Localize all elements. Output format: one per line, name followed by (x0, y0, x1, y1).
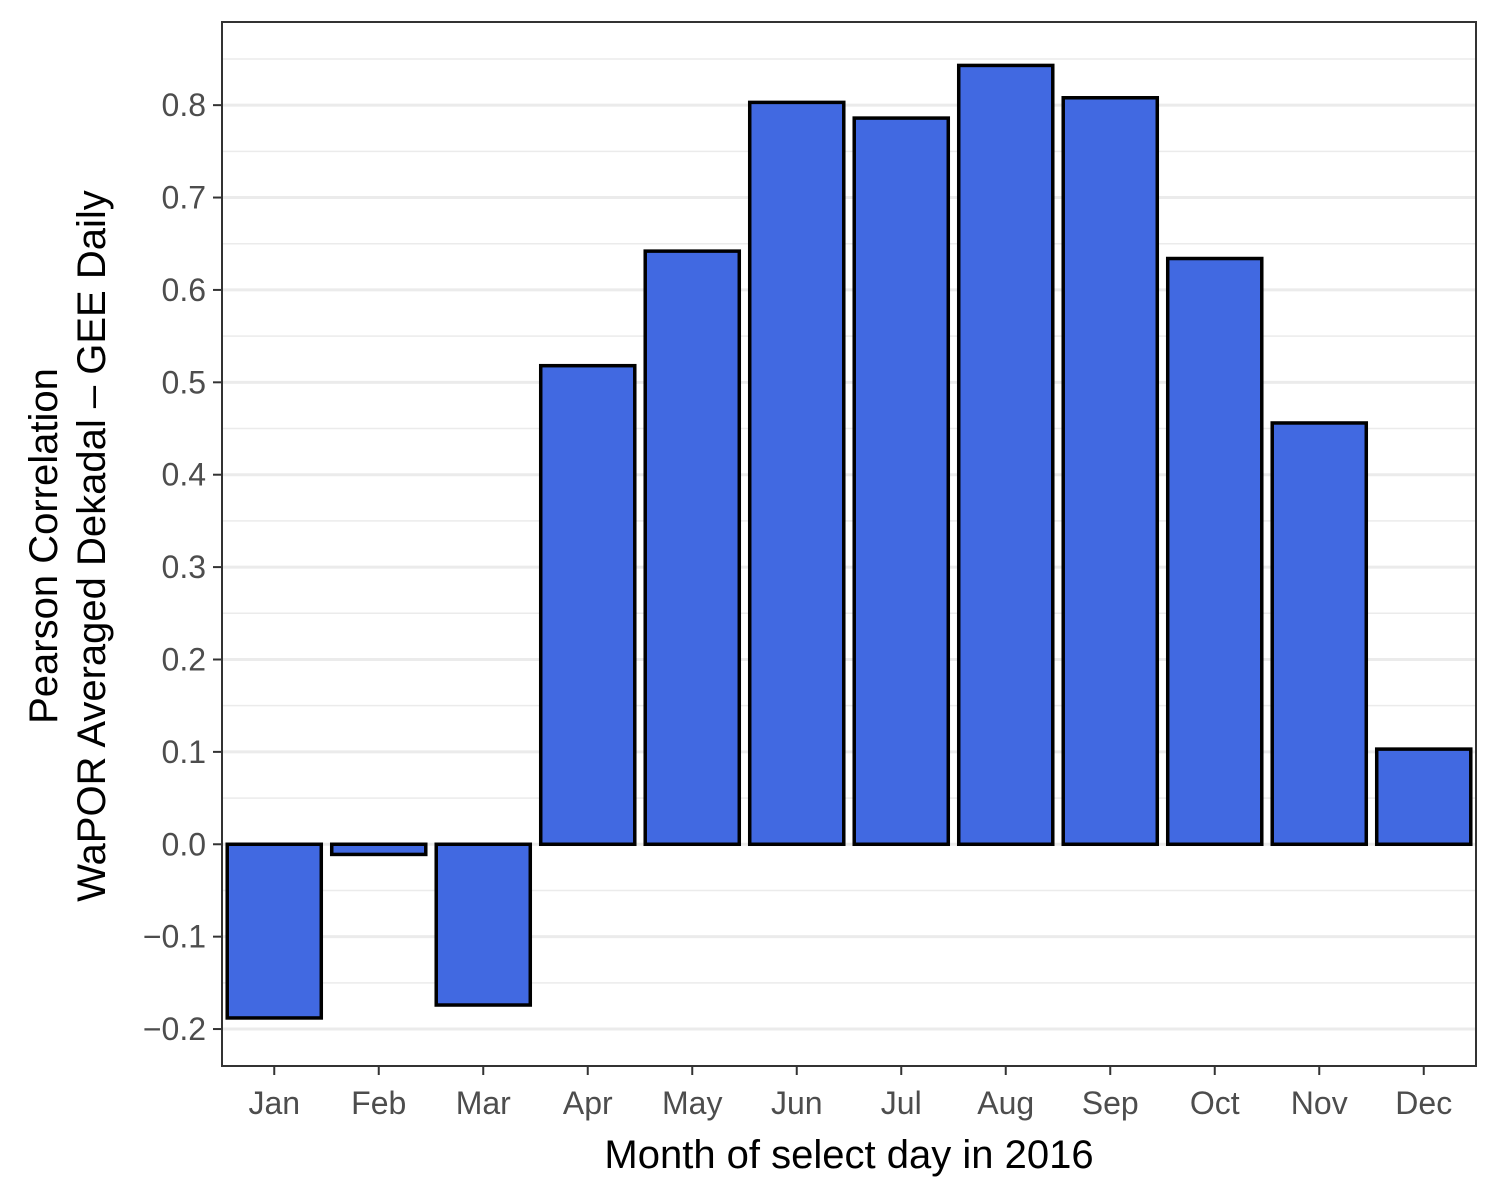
bar-apr (538, 363, 637, 847)
x-axis: Jan Feb Mar Apr May Jun Jul Aug Sep Oct Nov Dec (248, 1066, 1452, 1121)
x-tick-label-oct: Oct (1190, 1085, 1240, 1121)
x-tick-label-jan: Jan (248, 1085, 300, 1121)
y-tick-label: 0.6 (162, 272, 206, 308)
x-axis-title: Month of select day in 2016 (604, 1133, 1093, 1177)
y-axis: −0.2 −0.1 0.0 0.1 0.2 0.3 0.4 0.5 0.6 0.7 0.8 (143, 87, 222, 1047)
bar-jan (225, 842, 324, 1020)
gridlines (222, 58, 1476, 1031)
bar-mar (434, 842, 533, 1007)
bar-feb (329, 842, 428, 857)
y-tick-label: 0.4 (162, 457, 206, 493)
x-tick-label-dec: Dec (1395, 1085, 1452, 1121)
bar-jul (852, 116, 951, 847)
bar-dec (1374, 747, 1473, 847)
plot-panel-border (221, 21, 1477, 1067)
bar-aug (956, 63, 1055, 847)
y-tick-label: 0.2 (162, 641, 206, 677)
y-tick-label: −0.2 (143, 1011, 206, 1047)
x-tick-label-aug: Aug (977, 1085, 1034, 1121)
y-tick-label: 0.0 (162, 826, 206, 862)
y-tick-label: −0.1 (143, 919, 206, 955)
y-axis-title-line-1: Pearson Correlation (22, 368, 66, 724)
bar-oct (1165, 256, 1264, 847)
y-tick-label: 0.7 (162, 180, 206, 216)
y-tick-label: 0.3 (162, 549, 206, 585)
x-tick-label-jul: Jul (881, 1085, 922, 1121)
x-tick-label-may: May (662, 1085, 722, 1121)
x-tick-label-sep: Sep (1082, 1085, 1139, 1121)
x-tick-label-jun: Jun (771, 1085, 823, 1121)
bar-may (643, 249, 742, 847)
y-tick-label: 0.1 (162, 734, 206, 770)
bar-sep (1061, 96, 1160, 847)
y-tick-label: 0.8 (162, 87, 206, 123)
bar-nov (1270, 421, 1369, 847)
y-tick-label: 0.5 (162, 364, 206, 400)
x-tick-label-feb: Feb (351, 1085, 406, 1121)
y-axis-title-line-2: WaPOR Averaged Dekadal – GEE Daily (70, 190, 114, 901)
bar-jun (747, 100, 846, 847)
bars (225, 63, 1473, 1020)
x-tick-label-mar: Mar (456, 1085, 511, 1121)
x-tick-label-apr: Apr (563, 1085, 613, 1121)
x-tick-label-nov: Nov (1291, 1085, 1348, 1121)
